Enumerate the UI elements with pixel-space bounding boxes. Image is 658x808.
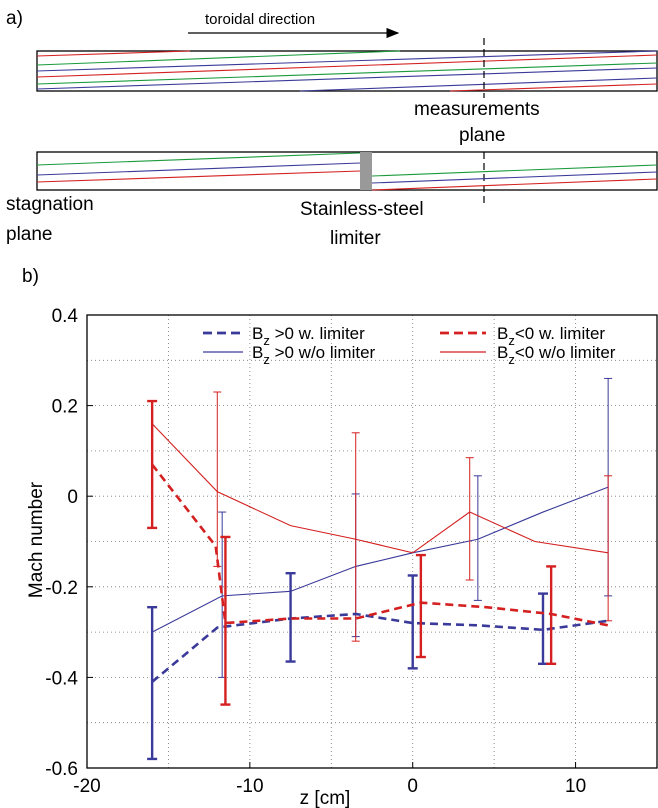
- upper-field-lines: [36, 50, 658, 92]
- field-line: [36, 54, 658, 78]
- lower-flux-box: [36, 151, 658, 191]
- legend-entry: Bz >0 w/o limiter: [203, 343, 376, 367]
- field-line: [371, 178, 658, 191]
- legend-label: Bz >0 w/o limiter: [252, 343, 376, 367]
- panel-a-label: a): [6, 8, 23, 29]
- field-line: [36, 162, 361, 176]
- y-tick-label: -0.6: [45, 759, 78, 780]
- y-tick-label: -0.4: [45, 668, 78, 689]
- chart-series: [147, 377, 613, 761]
- legend-entry: Bz<0 w. limiter: [440, 324, 605, 348]
- limiter-label-1: Stainless-steel: [300, 199, 424, 220]
- x-tick-label: -10: [236, 776, 263, 797]
- lower-field-lines: [36, 152, 658, 191]
- legend-label: Bz >0 w. limiter: [252, 324, 365, 348]
- x-axis: -20 -10 0 10: [73, 762, 586, 797]
- x-tick-label: 10: [565, 776, 586, 797]
- panel-a: a) toroidal direction measurements plane: [6, 8, 658, 249]
- stagnation-plane-label-1: stagnation: [6, 194, 94, 215]
- field-line: [36, 67, 658, 90]
- series-line: [151, 486, 609, 633]
- y-axis: -0.6 -0.4 -0.2 0 0.2 0.4: [45, 306, 93, 780]
- limiter-label-2: limiter: [330, 228, 381, 249]
- toroidal-direction-label: toroidal direction: [205, 11, 315, 28]
- field-line: [36, 62, 658, 85]
- plot-area-frame: [86, 314, 658, 769]
- legend-entry: Bz<0 w/o limiter: [440, 343, 616, 367]
- stainless-steel-limiter: [360, 152, 372, 190]
- y-tick-label: -0.2: [45, 578, 78, 599]
- series-line: [151, 423, 609, 554]
- series-0: [147, 572, 609, 761]
- series-line: [151, 612, 609, 683]
- measurement-plane-label-1: measurements: [414, 99, 540, 120]
- field-line: [449, 83, 658, 92]
- y-tick-label: 0: [67, 487, 78, 508]
- field-line: [36, 50, 401, 66]
- field-line: [36, 50, 658, 72]
- y-tick-label: 0.4: [52, 306, 79, 327]
- series-2: [147, 399, 609, 706]
- field-line: [36, 152, 361, 166]
- y-tick-label: 0.2: [52, 397, 78, 418]
- field-line: [36, 170, 361, 183]
- legend-label: Bz<0 w. limiter: [497, 324, 605, 348]
- field-line: [371, 164, 658, 177]
- y-axis-label: Mach number: [26, 481, 47, 598]
- field-line: [36, 50, 191, 57]
- chart-grid: [87, 315, 657, 768]
- series-line: [151, 463, 609, 627]
- field-line: [371, 171, 658, 184]
- panel-b-label: b): [22, 266, 39, 287]
- legend-entry: Bz >0 w. limiter: [203, 324, 365, 348]
- measurement-plane-label-2: plane: [459, 125, 506, 146]
- x-tick-label: 0: [407, 776, 418, 797]
- legend-label: Bz<0 w/o limiter: [497, 343, 616, 367]
- stagnation-plane-label-2: plane: [6, 224, 53, 245]
- panel-b: b) -20 -10 0 10 -0.6 -0.4 -0.2 0 0.2 0.4 Bz >0 w…: [22, 266, 658, 808]
- x-tick-label: -20: [73, 776, 100, 797]
- field-line: [299, 77, 658, 92]
- x-axis-label: z [cm]: [300, 788, 351, 808]
